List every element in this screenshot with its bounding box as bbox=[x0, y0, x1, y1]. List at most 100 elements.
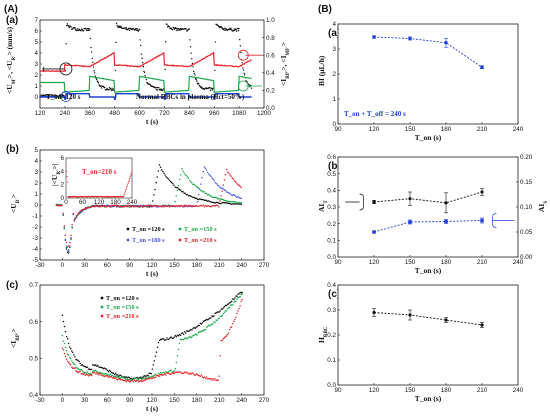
Bc-point bbox=[408, 313, 412, 317]
Aa-series-UR-point bbox=[214, 41, 217, 43]
Ab-series-0-point bbox=[153, 194, 155, 196]
Ab-legend-item: T_on =150 s bbox=[184, 226, 217, 233]
Ac-series-1-point bbox=[204, 328, 207, 331]
Aa-series-UR-point bbox=[143, 70, 145, 72]
Ac-series-2-point bbox=[230, 326, 233, 328]
Ab-series-1-point bbox=[222, 199, 225, 201]
Ac-series-1-point bbox=[196, 334, 198, 336]
Aa-series-UR-point bbox=[135, 29, 138, 31]
Ab-inset-series-point bbox=[128, 181, 130, 183]
Ab-series-3-point bbox=[145, 205, 147, 207]
Ac-series-0-point bbox=[220, 308, 223, 310]
Aa-series-UR-point bbox=[118, 26, 120, 29]
Ab-series-1-point bbox=[182, 170, 184, 172]
x-tick-label: 150 bbox=[405, 259, 416, 266]
Ac-xlabel: t (s) bbox=[146, 404, 159, 413]
Ab-series-0-point bbox=[191, 196, 193, 198]
Ac-legend-marker bbox=[100, 305, 104, 309]
Ab-series-3 bbox=[55, 168, 242, 248]
x-tick-label: 960 bbox=[209, 110, 220, 117]
Ac-series-2-point bbox=[205, 376, 208, 378]
Bb-point-AIT bbox=[480, 190, 484, 194]
Ab-series-3-point bbox=[121, 206, 124, 208]
Ab-legend-item: T_on =210 s bbox=[184, 237, 217, 244]
Ab-series-0-point bbox=[171, 181, 173, 184]
Ac-series-2-point bbox=[63, 352, 66, 355]
Ab-series-1-point bbox=[214, 196, 217, 199]
y-tick-label: -4 bbox=[32, 246, 38, 253]
Ab-series-1-point bbox=[183, 172, 185, 174]
Ab-series-2-point bbox=[211, 177, 213, 179]
Bb-ylabel-left-part: T bbox=[324, 200, 329, 204]
Ab-series-3-point bbox=[100, 205, 102, 207]
Aa-series-UR-point bbox=[239, 45, 242, 47]
Ac-series-0-point bbox=[71, 350, 73, 352]
Ac-series-2-point bbox=[212, 378, 214, 380]
Ac-series-0-point bbox=[130, 377, 133, 379]
Ab-series-3-point bbox=[79, 210, 81, 213]
Aa-series-UR-point bbox=[149, 83, 151, 86]
Ac-series-0-point bbox=[181, 332, 184, 334]
Ab-series-3-point bbox=[83, 208, 86, 210]
Ab-inset-series-point bbox=[125, 187, 128, 189]
Ab-series-3-point bbox=[120, 205, 123, 207]
Ab-series-1-point bbox=[181, 168, 183, 170]
Ab-series-2-point bbox=[223, 189, 226, 191]
Ab-series-2-point bbox=[239, 197, 241, 199]
Ac-series-1-point bbox=[124, 377, 126, 380]
Ab-series-2-point bbox=[225, 191, 228, 193]
Aa-series-UR-point bbox=[124, 27, 126, 29]
Ac-series-1-point bbox=[68, 356, 71, 359]
Ac-series-0-point bbox=[201, 322, 204, 324]
Ab-series-0-point bbox=[155, 181, 157, 184]
Ac-series-1-point bbox=[73, 362, 75, 365]
Aa-series-UR-point bbox=[100, 85, 102, 87]
Aa-series-UR-point bbox=[250, 87, 253, 89]
Ba-line bbox=[373, 36, 483, 68]
y-tick-label: 0 bbox=[34, 94, 38, 101]
Ab-series-1-point bbox=[190, 181, 192, 183]
Ab-series-1-point bbox=[236, 202, 238, 204]
Ab-series-3-point bbox=[186, 205, 189, 208]
Ac-series-2-point bbox=[214, 377, 216, 380]
Ab-series-3-point bbox=[160, 206, 163, 208]
Ac-ylabel: <IRP'> bbox=[9, 328, 21, 348]
Aa-series-UR-point bbox=[197, 82, 200, 85]
Aa-series-UR-point bbox=[235, 28, 237, 31]
Ab-inset-x-tick: 60 bbox=[79, 199, 87, 206]
Aa-ylabel-left-part: <U bbox=[5, 84, 14, 94]
Aa-series-UR-point bbox=[144, 75, 146, 77]
Ac-series-1-point bbox=[143, 376, 145, 379]
Ab-series-2-point bbox=[74, 218, 77, 220]
x-tick-label: 180 bbox=[441, 259, 452, 266]
Ab-series-3-point bbox=[92, 205, 95, 207]
Ac-series-0-point bbox=[125, 376, 127, 378]
Aa-series-UR-point bbox=[89, 37, 92, 40]
Ac-series-0-point bbox=[192, 327, 194, 330]
Aa-series-UR bbox=[39, 22, 253, 99]
Aa-series-UR-point bbox=[248, 84, 250, 86]
Ab-series-1-point bbox=[186, 176, 189, 178]
Ab-series-3-point bbox=[208, 204, 210, 207]
Aa-ylabel-right-part: >, <I bbox=[279, 55, 288, 70]
Ab-series-3-point bbox=[167, 205, 170, 207]
Ab-series-3-point bbox=[187, 204, 190, 207]
Ab-inset-x-tick: 240 bbox=[127, 199, 138, 206]
Ab-series-3-point bbox=[236, 182, 238, 184]
Ac-series-0-point bbox=[81, 363, 84, 366]
Ab-inset-series-point bbox=[128, 179, 130, 181]
y2-tick-label: 0.10 bbox=[520, 204, 533, 211]
Ab-series-1-point bbox=[204, 192, 207, 195]
Aa-series-UR-point bbox=[105, 89, 108, 91]
Ac-series-0-point bbox=[147, 374, 149, 377]
Ac-series-0-point bbox=[198, 324, 201, 327]
Ba-point bbox=[444, 41, 448, 45]
Aa-series-UR-point bbox=[168, 26, 171, 28]
Ab-series-3-point bbox=[147, 205, 150, 207]
Ab-series-3-point bbox=[183, 204, 185, 207]
Aa-series-UR-point bbox=[194, 77, 197, 80]
Ac-series-0-point bbox=[196, 325, 198, 328]
Bb-point-AIT bbox=[444, 201, 448, 205]
Ab-series-0-point bbox=[181, 190, 183, 193]
Ac-legend-marker bbox=[100, 314, 104, 318]
